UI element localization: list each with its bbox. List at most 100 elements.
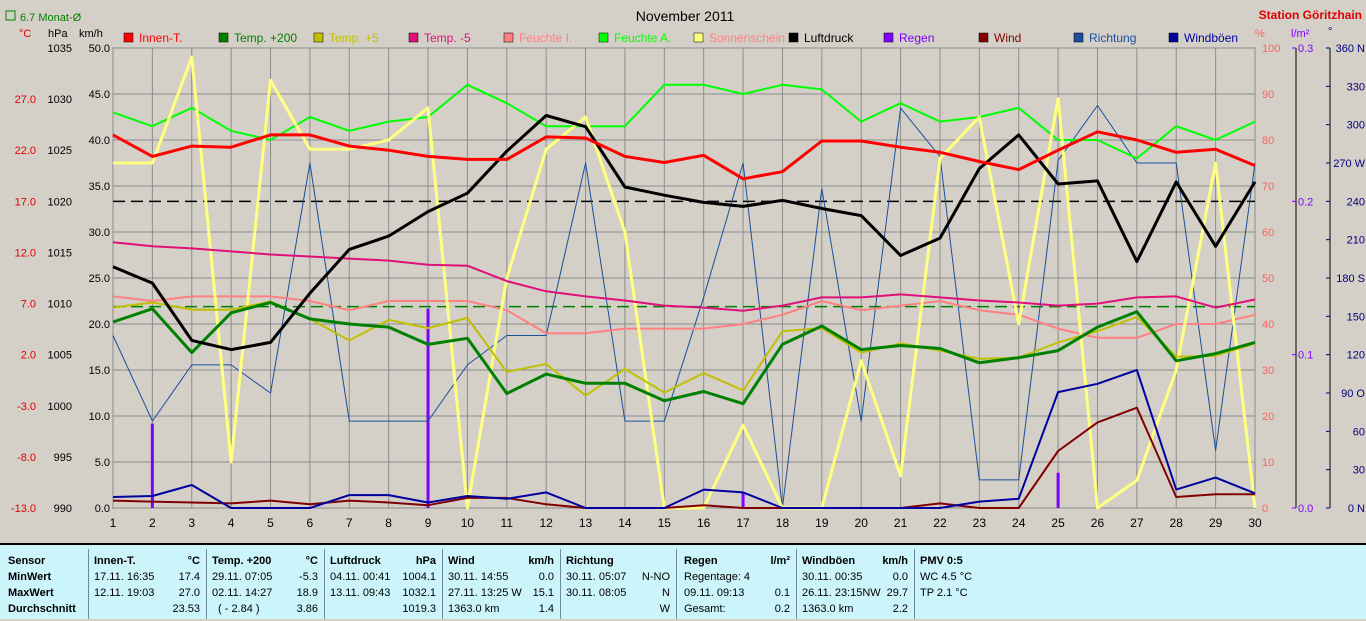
x-tick-label: 1 bbox=[110, 516, 117, 530]
boeen-max-time: 26.11. 23:15NW bbox=[802, 587, 881, 599]
humidity-unit-label: % bbox=[1255, 28, 1265, 40]
legend-label: Temp. +200 bbox=[234, 31, 297, 45]
pressure-tick-label: 1025 bbox=[48, 145, 72, 157]
temp200-max-val: 18.9 bbox=[296, 587, 318, 599]
regen-tage: Regentage: 4 bbox=[684, 571, 751, 583]
x-tick-label: 19 bbox=[815, 516, 829, 530]
direction-tick-label: 0 N bbox=[1348, 503, 1365, 515]
wind-avg-label: 1363.0 km bbox=[448, 603, 500, 615]
temp-tick-label: 17.0 bbox=[15, 196, 36, 208]
wind-tick-label: 45.0 bbox=[89, 89, 110, 101]
boeen-title: Windböen bbox=[802, 555, 856, 567]
pressure-tick-label: 990 bbox=[54, 503, 72, 515]
humidity-tick-label: 90 bbox=[1262, 89, 1274, 101]
richtung-min-val: N-NO bbox=[641, 571, 670, 583]
richtung-title: Richtung bbox=[566, 555, 614, 567]
x-tick-label: 29 bbox=[1209, 516, 1223, 530]
column-divider bbox=[324, 549, 325, 619]
wind-tick-label: 40.0 bbox=[89, 135, 110, 147]
richtung-max-val: N bbox=[662, 587, 670, 599]
legend-label: Feuchte I. bbox=[519, 31, 572, 45]
x-tick-label: 18 bbox=[776, 516, 790, 530]
druck-max-time: 13.11. 09:43 bbox=[330, 587, 391, 599]
regen-gesamt-label: Gesamt: bbox=[684, 603, 726, 615]
richtung-column: Richtung 30.11. 05:07 N-NO 30.11. 08:05 … bbox=[566, 551, 674, 621]
column-divider bbox=[676, 549, 677, 619]
wind-tick-label: 5.0 bbox=[95, 457, 110, 469]
regen-max-val: 0.1 bbox=[774, 587, 790, 599]
x-tick-label: 5 bbox=[267, 516, 274, 530]
x-tick-label: 24 bbox=[1012, 516, 1026, 530]
sensor-title: Sensor bbox=[8, 555, 46, 567]
humidity-tick-label: 40 bbox=[1262, 319, 1274, 331]
x-tick-label: 14 bbox=[618, 516, 632, 530]
direction-tick-label: 300 bbox=[1347, 120, 1365, 132]
legend-label: Wind bbox=[994, 31, 1021, 45]
legend-label: Sonnenschein bbox=[709, 31, 785, 45]
pressure-tick-label: 1005 bbox=[48, 350, 72, 362]
temp-tick-label: 7.0 bbox=[21, 299, 36, 311]
series-line-sonnenschein bbox=[113, 55, 1257, 510]
x-tick-label: 16 bbox=[697, 516, 711, 530]
direction-tick-label: 150 bbox=[1347, 311, 1365, 323]
innen-min-time: 17.11. 16:35 bbox=[94, 571, 155, 583]
boeen-avg-label: 1363.0 km bbox=[802, 603, 854, 615]
innen-unit: °C bbox=[187, 555, 200, 567]
legend-label: Richtung bbox=[1089, 31, 1136, 45]
x-tick-label: 30 bbox=[1248, 516, 1262, 530]
temp-tick-label: -3.0 bbox=[17, 401, 36, 413]
x-tick-label: 11 bbox=[501, 516, 514, 530]
legend-swatch bbox=[503, 32, 514, 43]
wind-min-val: 0.0 bbox=[538, 571, 554, 583]
direction-tick-label: 210 bbox=[1347, 235, 1365, 247]
regen-max-time: 09.11. 09:13 bbox=[684, 587, 745, 599]
x-tick-label: 25 bbox=[1051, 516, 1065, 530]
sensor-column: Sensor MinWert MaxWert Durchschnitt bbox=[8, 551, 88, 621]
wind-title: Wind bbox=[448, 555, 475, 567]
series-line-wind bbox=[112, 406, 1255, 509]
durchschnitt-label: Durchschnitt bbox=[8, 603, 76, 615]
rain-tick-label: 0.3 bbox=[1298, 43, 1313, 55]
legend-swatch bbox=[313, 32, 324, 43]
regen-column: Regen l/m² Regentage: 4 09.11. 09:13 0.1… bbox=[684, 551, 794, 621]
x-tick-label: 22 bbox=[933, 516, 947, 530]
richtung-avg: W bbox=[659, 603, 670, 615]
pmv-windchill: WC 4.5 °C bbox=[920, 571, 973, 583]
innen-min-val: 17.4 bbox=[178, 571, 200, 583]
pressure-tick-label: 1030 bbox=[48, 94, 72, 106]
humidity-tick-label: 70 bbox=[1262, 181, 1274, 193]
wind-tick-label: 50.0 bbox=[89, 43, 110, 55]
pressure-tick-label: 1010 bbox=[48, 299, 72, 311]
x-tick-label: 26 bbox=[1091, 516, 1105, 530]
x-tick-label: 23 bbox=[973, 516, 987, 530]
pressure-tick-label: 1035 bbox=[48, 43, 72, 55]
series-line-temp-200 bbox=[112, 301, 1256, 406]
direction-tick-label: 270 W bbox=[1333, 158, 1365, 170]
weather-chart: November 2011 Station Göritzhain 6.7 Monat… bbox=[5, 8, 1366, 530]
druck-column: Luftdruck hPa 04.11. 00:41 1004.1 13.11.… bbox=[330, 551, 440, 621]
statistics-table: Sensor MinWert MaxWert Durchschnitt Inne… bbox=[0, 543, 1366, 619]
station-name: Station Göritzhain bbox=[1259, 8, 1362, 22]
column-divider bbox=[914, 549, 915, 619]
boeen-unit: km/h bbox=[882, 555, 908, 567]
pressure-tick-label: 1020 bbox=[48, 196, 72, 208]
wind-max-val: 15.1 bbox=[532, 587, 554, 599]
wind-tick-label: 15.0 bbox=[89, 365, 110, 377]
temp-tick-label: 27.0 bbox=[15, 94, 36, 106]
pressure-tick-label: 995 bbox=[54, 452, 72, 464]
wind-tick-label: 25.0 bbox=[89, 273, 110, 285]
pmv-title: PMV 0:5 bbox=[920, 555, 963, 567]
x-tick-label: 2 bbox=[149, 516, 156, 530]
innen-column: Innen-T. °C 17.11. 16:35 17.4 12.11. 19:… bbox=[94, 551, 204, 621]
innen-max-time: 12.11. 19:03 bbox=[94, 587, 155, 599]
wind-tick-label: 35.0 bbox=[89, 181, 110, 193]
regen-gesamt-val: 0.2 bbox=[774, 603, 790, 615]
legend-swatch bbox=[1073, 32, 1084, 43]
boeen-min-val: 0.0 bbox=[892, 571, 908, 583]
chart-title: November 2011 bbox=[636, 8, 735, 24]
pressure-unit-label: hPa bbox=[48, 28, 68, 40]
series-line-temp-5 bbox=[112, 241, 1256, 312]
temp200-max-time: 02.11. 14:27 bbox=[212, 587, 273, 599]
druck-min-time: 04.11. 00:41 bbox=[330, 571, 391, 583]
x-tick-label: 13 bbox=[579, 516, 593, 530]
